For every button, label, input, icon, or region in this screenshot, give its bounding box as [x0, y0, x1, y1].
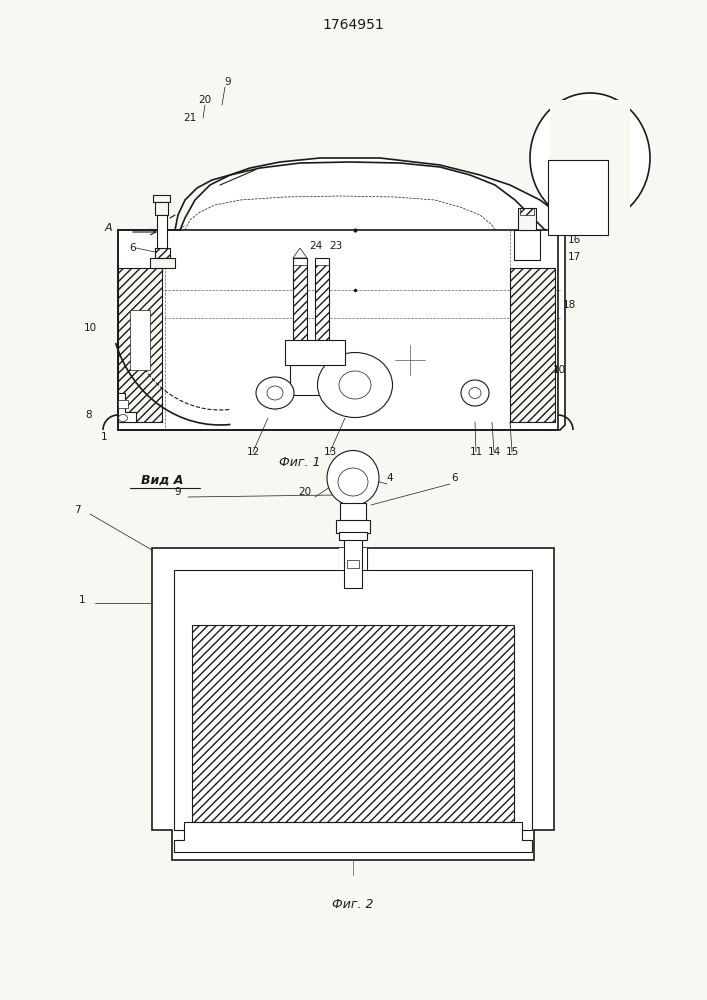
Text: 10: 10: [553, 365, 566, 375]
Polygon shape: [510, 268, 555, 422]
Bar: [118, 400, 128, 408]
Text: 20: 20: [199, 95, 211, 105]
Bar: [347, 560, 359, 568]
Bar: [344, 533, 362, 588]
Text: 1: 1: [100, 432, 107, 442]
Bar: [157, 215, 167, 260]
Text: 17: 17: [568, 252, 581, 262]
Text: 10: 10: [83, 323, 97, 333]
Text: 21: 21: [183, 113, 197, 123]
Polygon shape: [155, 202, 168, 215]
Polygon shape: [150, 258, 175, 268]
Polygon shape: [518, 208, 536, 230]
Ellipse shape: [317, 353, 392, 418]
Text: 1764951: 1764951: [322, 18, 384, 32]
Text: 20: 20: [298, 487, 312, 497]
Ellipse shape: [469, 387, 481, 398]
Polygon shape: [118, 158, 565, 430]
Text: 6: 6: [452, 473, 458, 483]
Bar: [339, 548, 367, 570]
Polygon shape: [336, 520, 370, 533]
Text: 9: 9: [225, 77, 231, 87]
Text: 7: 7: [74, 505, 81, 515]
Polygon shape: [293, 248, 307, 258]
Text: 11: 11: [469, 447, 483, 457]
Text: 14: 14: [487, 447, 501, 457]
Text: 16: 16: [568, 235, 581, 245]
Text: 18: 18: [563, 300, 576, 310]
Text: 6: 6: [129, 243, 136, 253]
Ellipse shape: [530, 93, 650, 223]
Bar: [340, 503, 366, 521]
Bar: [550, 100, 630, 230]
Text: 15: 15: [506, 447, 519, 457]
Ellipse shape: [338, 468, 368, 496]
Text: Фиг. 2: Фиг. 2: [332, 898, 374, 912]
Bar: [315, 258, 329, 343]
Ellipse shape: [461, 380, 489, 406]
Polygon shape: [152, 548, 554, 860]
Ellipse shape: [119, 414, 127, 422]
Bar: [548, 160, 608, 235]
Bar: [339, 532, 367, 540]
Bar: [514, 230, 540, 260]
Polygon shape: [118, 230, 558, 425]
Bar: [293, 258, 307, 343]
Bar: [290, 365, 340, 395]
Ellipse shape: [256, 377, 294, 409]
Text: 4: 4: [387, 473, 393, 483]
Polygon shape: [155, 248, 170, 258]
Text: 24: 24: [310, 241, 322, 251]
Text: Фиг. 1: Фиг. 1: [279, 456, 321, 468]
Polygon shape: [118, 268, 162, 422]
Text: А: А: [104, 223, 112, 233]
Text: 23: 23: [329, 241, 343, 251]
Text: 8: 8: [86, 410, 93, 420]
Polygon shape: [153, 195, 170, 202]
Bar: [285, 340, 345, 365]
Ellipse shape: [267, 386, 283, 400]
Ellipse shape: [327, 450, 379, 506]
Polygon shape: [174, 822, 532, 852]
Text: 12: 12: [246, 447, 259, 457]
Text: Вид А: Вид А: [141, 474, 183, 487]
Bar: [174, 570, 532, 830]
Ellipse shape: [339, 371, 371, 399]
Text: 1: 1: [78, 595, 86, 605]
Text: 13: 13: [323, 447, 337, 457]
Text: 9: 9: [175, 487, 181, 497]
Bar: [130, 310, 150, 370]
Polygon shape: [118, 393, 136, 422]
Bar: [192, 625, 514, 822]
